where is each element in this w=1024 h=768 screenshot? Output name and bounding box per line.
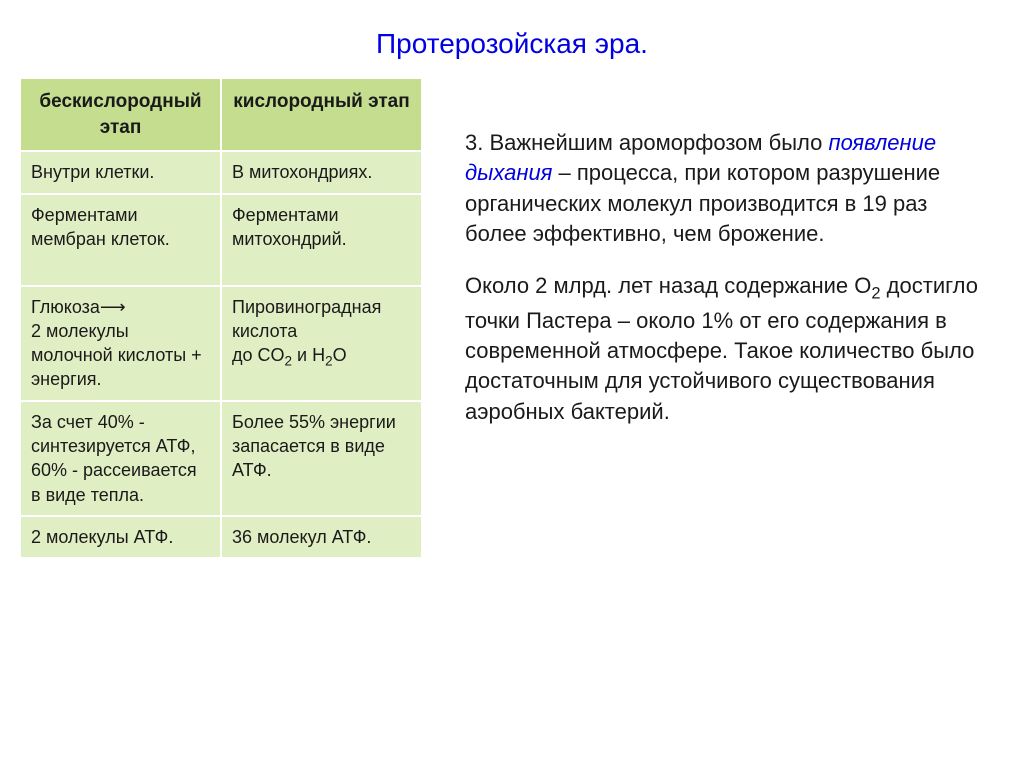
paragraph-1: 3. Важнейшим ароморфозом было появление …	[465, 128, 985, 249]
body-text: 3. Важнейшим ароморфозом было появление …	[465, 128, 985, 449]
comparison-table: бескислородный этап кислородный этап Вну…	[20, 78, 422, 558]
table-row: Глюкоза⟶2 молекулы молочной кислоты + эн…	[21, 287, 421, 402]
table-row: Ферментами мембран клеток. Ферментами ми…	[21, 195, 421, 287]
col-header-aerobic: кислородный этап	[222, 79, 421, 150]
table-row: Внутри клетки. В митохондриях.	[21, 152, 421, 194]
cell-enzymes-anaerobic: Ферментами мембран клеток.	[21, 195, 222, 285]
cell-atp-anaerobic: 2 молекулы АТФ.	[21, 517, 222, 557]
page-title: Протерозойская эра.	[0, 28, 1024, 60]
cell-reaction-aerobic: Пировиноградная кислотадо CO2 и H2O	[222, 287, 421, 400]
table-row: 2 молекулы АТФ. 36 молекул АТФ.	[21, 517, 421, 557]
table-header-row: бескислородный этап кислородный этап	[21, 79, 421, 152]
cell-location-anaerobic: Внутри клетки.	[21, 152, 222, 192]
cell-energy-aerobic: Более 55% энергии запасается в виде АТФ.	[222, 402, 421, 515]
col-header-anaerobic: бескислородный этап	[21, 79, 222, 150]
cell-enzymes-aerobic: Ферментами митохондрий.	[222, 195, 421, 285]
p1-prefix: 3. Важнейшим ароморфозом было	[465, 130, 828, 155]
cell-atp-aerobic: 36 молекул АТФ.	[222, 517, 421, 557]
table-row: За счет 40% - синтезируется АТФ, 60% - р…	[21, 402, 421, 517]
cell-energy-anaerobic: За счет 40% - синтезируется АТФ, 60% - р…	[21, 402, 222, 515]
paragraph-2: Около 2 млрд. лет назад содержание О2 до…	[465, 271, 985, 427]
cell-location-aerobic: В митохондриях.	[222, 152, 421, 192]
cell-reaction-anaerobic: Глюкоза⟶2 молекулы молочной кислоты + эн…	[21, 287, 222, 400]
